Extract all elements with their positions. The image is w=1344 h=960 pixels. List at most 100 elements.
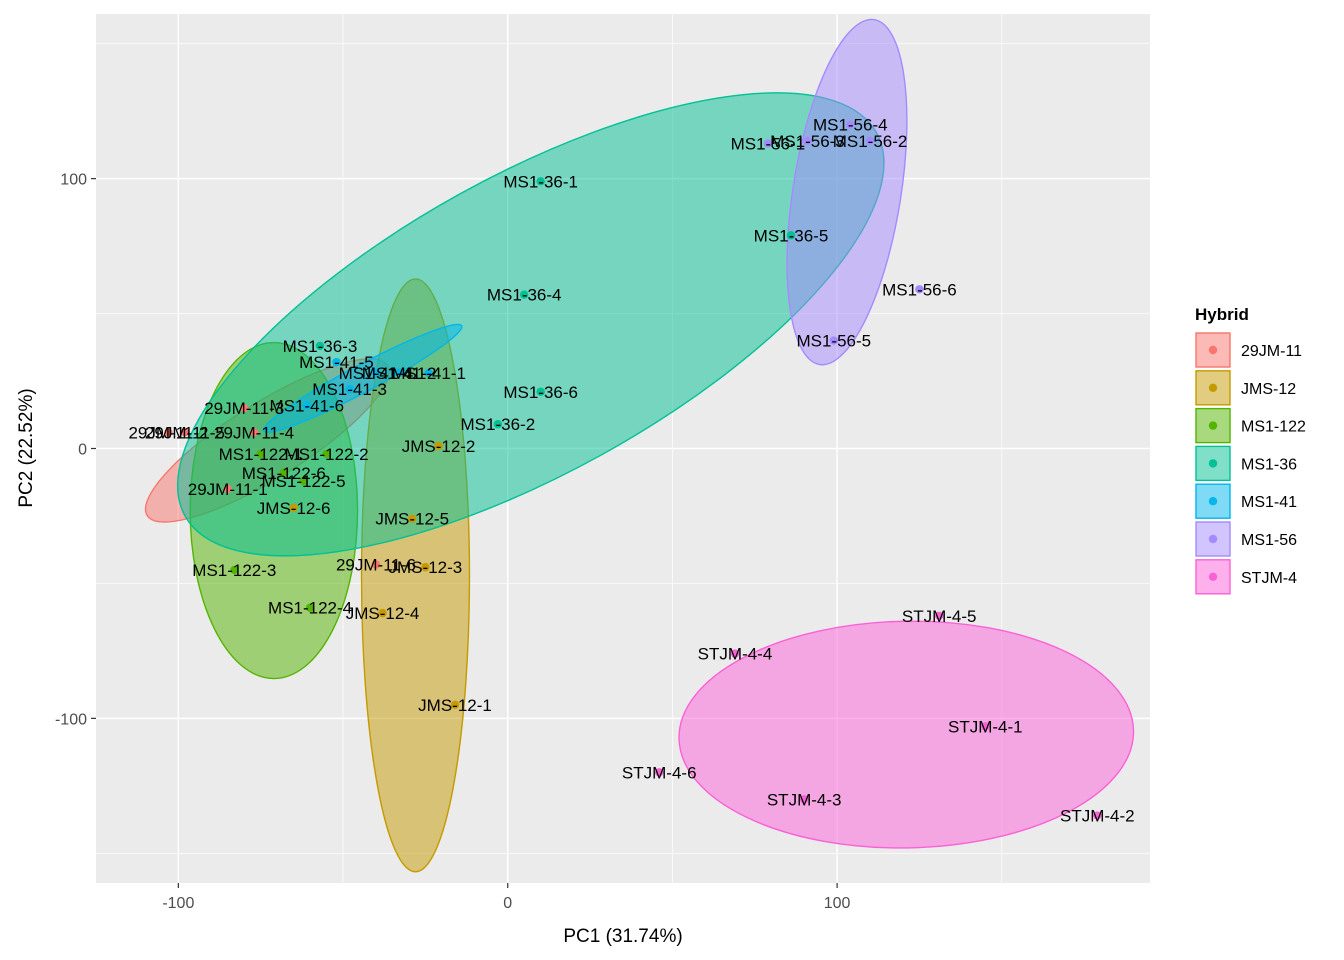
point-JMS-12-2	[434, 441, 443, 451]
y-tick-label: 0	[78, 442, 87, 459]
point-STJM-4-4	[730, 649, 740, 658]
point-label-JMS-12-4: JMS-12-4	[346, 604, 420, 623]
point-MS1-122-4	[305, 603, 315, 612]
point-label-STJM-4-3: STJM-4-3	[767, 790, 842, 809]
point-MS1-56-5	[829, 336, 838, 345]
point-STJM-4-3	[799, 795, 809, 804]
point-label-29JM-11-1: 29JM-11-1	[188, 480, 268, 499]
axes: -100 0 100 -100 0 100	[55, 172, 851, 912]
point-label-29JM-11-6: 29JM-11-6	[336, 556, 416, 575]
point-label-MS1-41-6: MS1-41-6	[269, 396, 344, 415]
point-label-MS1-41-2: MS1-41-2	[362, 364, 437, 383]
confidence-ellipses	[144, 18, 1135, 873]
point-MS1-36-3	[315, 341, 325, 351]
point-label-MS1-36-3: MS1-36-3	[283, 337, 358, 356]
point-JMS-12-6	[289, 503, 298, 513]
x-tick-label: 100	[824, 895, 851, 912]
point-label-MS1-56-6: MS1-56-6	[882, 280, 957, 299]
point-STJM-4-6	[655, 768, 664, 777]
point-MS1-56-3	[803, 136, 812, 146]
point-MS1-36-6	[536, 387, 545, 397]
point-label-STJM-4-6: STJM-4-6	[622, 763, 697, 782]
point-label-29JM-11-2: 29JM-11-2	[128, 423, 208, 442]
data-points	[164, 120, 1102, 820]
legend-label-STJM-4: STJM-4	[1241, 570, 1297, 587]
point-label-STJM-4-5: STJM-4-5	[902, 607, 977, 626]
point-MS1-36-1	[536, 177, 545, 186]
point-29JM-11-3	[240, 403, 249, 413]
ellipse-MS1-56	[786, 18, 908, 366]
point-label-MS1-56-5: MS1-56-5	[796, 332, 871, 351]
point-label-29JM-11-5: 29JM-11-5	[145, 423, 225, 442]
point-MS1-56-6	[915, 285, 924, 294]
legend-label-29JM-11: 29JM-11	[1241, 343, 1302, 360]
point-STJM-4-1	[981, 722, 990, 731]
point-MS1-41-1	[424, 368, 433, 378]
legend-dot-STJM-4	[1208, 572, 1218, 581]
point-label-JMS-12-5: JMS-12-5	[375, 510, 449, 529]
point-MS1-122-1	[256, 449, 265, 459]
point-label-MS1-41-1: MS1-41-1	[391, 364, 466, 383]
point-JMS-12-4	[378, 608, 387, 618]
point-label-MS1-122-5: MS1-122-5	[261, 472, 345, 491]
y-tick-label: -100	[55, 711, 87, 728]
point-MS1-41-6	[302, 401, 311, 410]
point-label-MS1-36-5: MS1-36-5	[754, 226, 829, 245]
point-MS1-122-2	[322, 449, 331, 459]
point-label-MS1-36-1: MS1-36-1	[503, 172, 578, 191]
legend-dot-MS1-41	[1208, 497, 1218, 506]
y-tick-label: 100	[60, 172, 87, 189]
point-JMS-12-1	[450, 700, 460, 710]
x-axis-title: PC1 (31.74%)	[563, 926, 682, 947]
point-label-MS1-56-2: MS1-56-2	[833, 132, 908, 151]
legend-label-MS1-41: MS1-41	[1241, 494, 1297, 511]
point-MS1-56-2	[865, 136, 875, 146]
point-label-MS1-41-5: MS1-41-5	[299, 353, 374, 372]
point-MS1-41-2	[394, 368, 404, 378]
legend-dot-MS1-56	[1208, 534, 1218, 544]
point-29JM-11-4	[249, 428, 259, 437]
point-29JM-11-1	[223, 484, 232, 494]
point-STJM-4-5	[935, 611, 944, 621]
point-MS1-36-2	[493, 420, 503, 429]
point-29JM-11-6	[371, 560, 381, 569]
point-MS1-56-1	[763, 139, 773, 148]
point-label-29JM-11-3: 29JM-11-3	[204, 399, 284, 418]
ellipse-STJM-4	[678, 620, 1135, 849]
legend-dot-29JM-11	[1208, 345, 1218, 355]
legend: Hybrid 29JM-11 JMS-12 MS1-122 MS1-36 MS1-41 M…	[1195, 305, 1306, 595]
point-label-MS1-122-2: MS1-122-2	[285, 445, 369, 464]
point-label-JMS-12-6: JMS-12-6	[257, 499, 331, 518]
point-MS1-122-3	[230, 565, 239, 575]
point-label-MS1-56-3: MS1-56-3	[770, 132, 845, 151]
point-label-MS1-56-1: MS1-56-1	[731, 135, 806, 154]
point-label-MS1-56-4: MS1-56-4	[813, 116, 888, 135]
point-MS1-36-4	[519, 290, 529, 299]
point-MS1-41-5	[332, 357, 341, 367]
point-JMS-12-3	[421, 563, 430, 572]
point-label-MS1-122-3: MS1-122-3	[192, 561, 276, 580]
legend-label-JMS-12: JMS-12	[1241, 381, 1296, 398]
point-label-29JM-11-4: 29JM-11-4	[214, 423, 294, 442]
point-MS1-41-4	[371, 368, 381, 378]
point-label-MS1-36-6: MS1-36-6	[503, 383, 578, 402]
point-STJM-4-2	[1093, 811, 1102, 820]
legend-dot-MS1-122	[1208, 421, 1218, 430]
y-axis-title: PC2 (22.52%)	[16, 388, 37, 507]
point-label-MS1-41-3: MS1-41-3	[312, 380, 387, 399]
point-label-JMS-12-1: JMS-12-1	[418, 696, 492, 715]
point-label-MS1-36-2: MS1-36-2	[461, 415, 536, 434]
point-MS1-122-6	[279, 468, 288, 477]
point-label-MS1-36-4: MS1-36-4	[487, 286, 562, 305]
legend-label-MS1-122: MS1-122	[1241, 419, 1306, 436]
legend-label-MS1-56: MS1-56	[1241, 532, 1297, 549]
point-label-MS1-122-1: MS1-122-1	[219, 445, 303, 464]
x-tick-label: -100	[162, 895, 194, 912]
x-tick-label: 0	[503, 895, 512, 912]
point-label-MS1-122-6: MS1-122-6	[242, 464, 326, 483]
point-MS1-41-3	[345, 384, 354, 394]
legend-dot-JMS-12	[1208, 383, 1218, 392]
point-29JM-11-5	[180, 428, 190, 437]
point-label-MS1-41-4: MS1-41-4	[339, 364, 414, 383]
